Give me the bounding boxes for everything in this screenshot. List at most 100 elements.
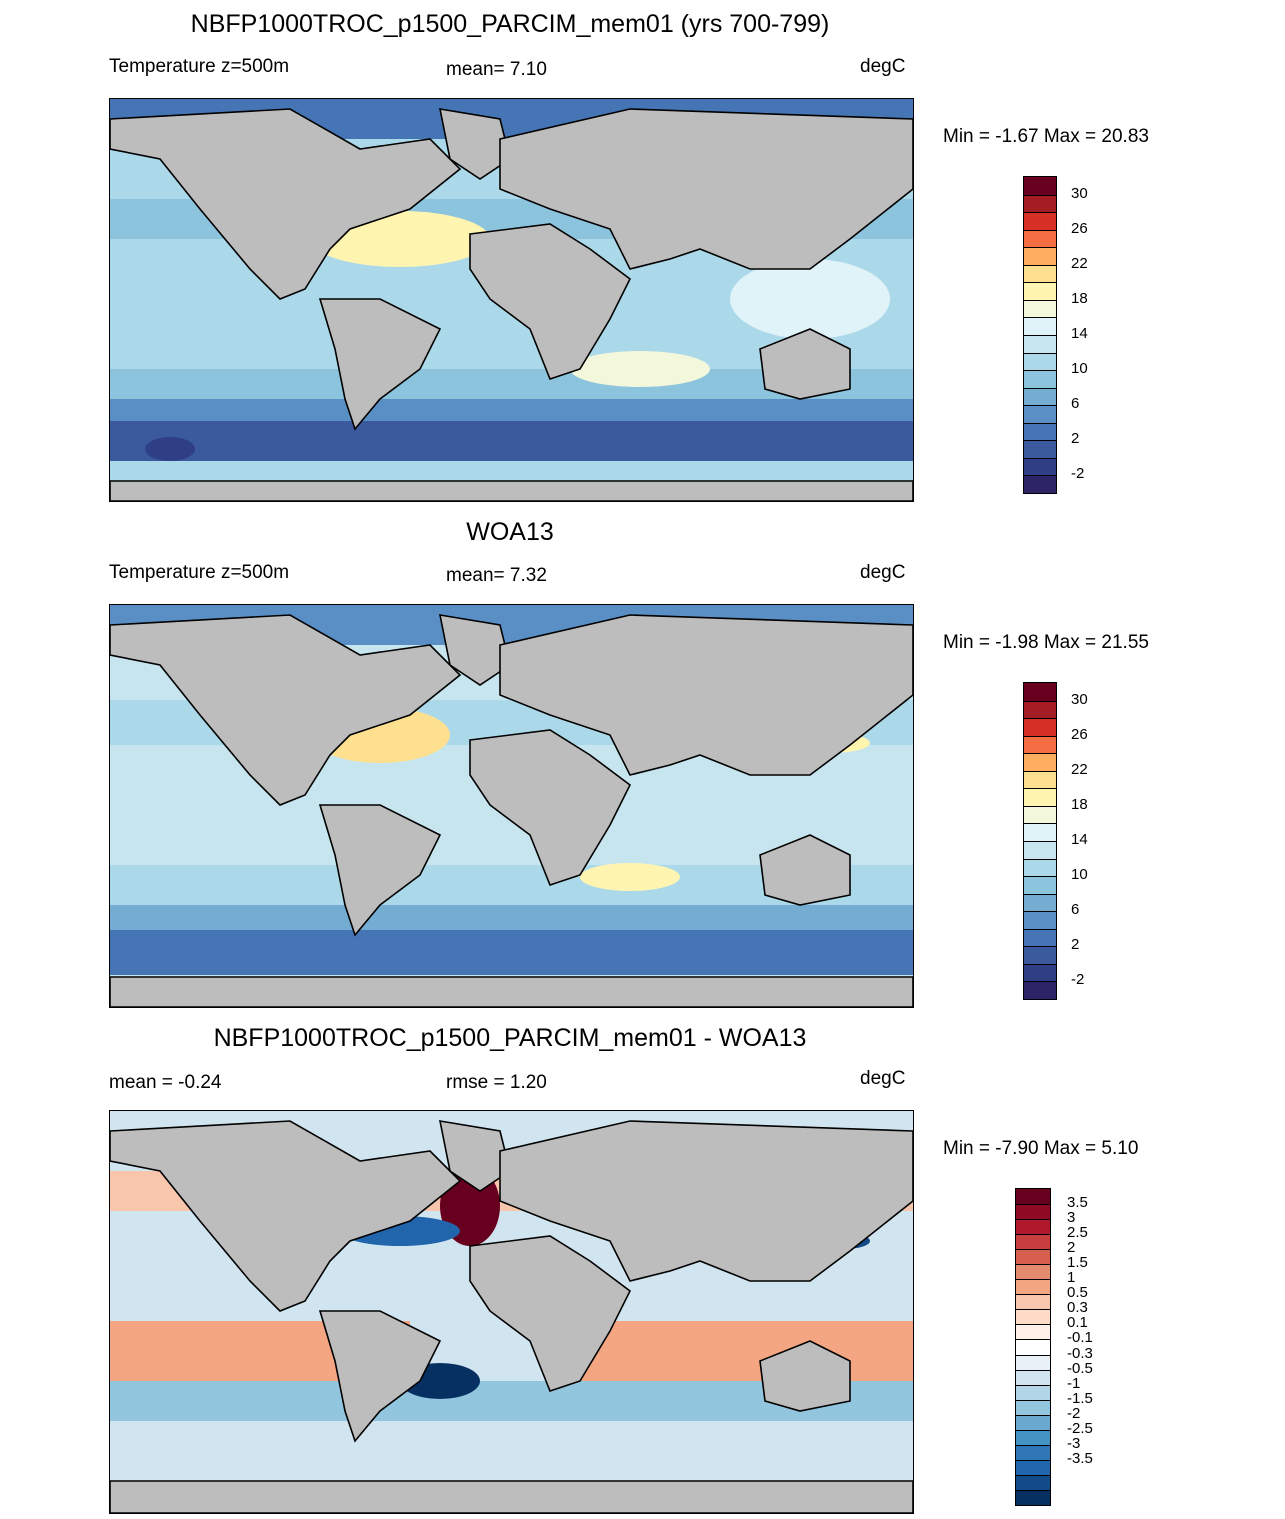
colorbar-segment <box>1016 1264 1050 1280</box>
australia <box>759 328 851 400</box>
colorbar-label: 6 <box>1071 395 1080 413</box>
antarctica <box>110 480 913 501</box>
colorbar-segment <box>1024 718 1056 736</box>
colorbar-segment <box>1024 264 1056 283</box>
colorbar-segment <box>1024 299 1056 318</box>
colorbar-label: 2 <box>1071 936 1080 954</box>
colorbar-label: 30 <box>1071 690 1088 708</box>
colorbar-label: -0.1 <box>1067 1329 1093 1347</box>
southern-band-3 <box>110 421 913 461</box>
panel1-minmax-label: Min = -1.67 Max = 20.83 <box>943 126 1149 147</box>
colorbar-label: 18 <box>1071 289 1088 307</box>
colorbar-label: 10 <box>1071 360 1088 378</box>
panel3-colorbar <box>1015 1188 1051 1506</box>
panel1-map-svg <box>110 99 913 501</box>
colorbar-label: 18 <box>1071 795 1088 813</box>
colorbar-segment <box>1024 788 1056 806</box>
colorbar-segment <box>1024 370 1056 388</box>
panel3-map-svg <box>110 1111 913 1513</box>
panel2-map <box>109 604 914 1008</box>
panel2-title: WOA13 <box>466 518 554 546</box>
colorbar-segment <box>1016 1234 1050 1250</box>
greenland <box>438 614 511 686</box>
land-masses <box>110 108 913 501</box>
colorbar-label: -2 <box>1071 465 1085 483</box>
colorbar-segment <box>1016 1189 1050 1205</box>
africa <box>469 1235 632 1392</box>
colorbar-label: 3.5 <box>1067 1194 1088 1212</box>
colorbar-segment <box>1024 928 1056 947</box>
panel1-colorbar <box>1023 176 1057 494</box>
panel2-colorbar <box>1023 682 1057 1000</box>
colorbar-segment <box>1024 317 1056 335</box>
greenland <box>438 1120 511 1192</box>
colorbar-segment <box>1016 1309 1050 1325</box>
colorbar-segment <box>1016 1489 1050 1505</box>
panel3-map <box>109 1110 914 1514</box>
colorbar-segment <box>1016 1339 1050 1355</box>
colorbar-label: -1.5 <box>1067 1389 1093 1407</box>
colorbar-label: 30 <box>1071 184 1088 202</box>
colorbar-segment <box>1024 405 1056 423</box>
australia <box>759 834 851 906</box>
panel2-variable-label: Temperature z=500m <box>109 562 290 583</box>
panel3-minmax-label: Min = -7.90 Max = 5.10 <box>943 1138 1139 1159</box>
south-america <box>318 804 442 937</box>
west-pacific-pool <box>730 259 890 339</box>
panel3-title: NBFP1000TROC_p1500_PARCIM_mem01 - WOA13 <box>213 1024 807 1052</box>
southern-ocean-cold-spot <box>145 437 195 461</box>
antarctica <box>110 976 913 1007</box>
colorbar-segment <box>1024 440 1056 458</box>
panel3-mean-label: mean = -0.24 <box>109 1072 222 1093</box>
colorbar-label: 0.5 <box>1067 1284 1088 1302</box>
colorbar-label: 1.5 <box>1067 1254 1088 1272</box>
colorbar-segment <box>1016 1369 1050 1385</box>
colorbar-segment <box>1016 1444 1050 1460</box>
colorbar-segment <box>1016 1459 1050 1475</box>
panel2-mean-label: mean= 7.32 <box>446 565 547 586</box>
colorbar-segment <box>1024 335 1056 353</box>
north-america <box>110 108 462 300</box>
colorbar-segment <box>1024 981 1056 999</box>
colorbar-segment <box>1024 229 1056 248</box>
colorbar-label: -2 <box>1071 971 1085 989</box>
colorbar-segment <box>1024 911 1056 929</box>
colorbar-label: 26 <box>1071 219 1088 237</box>
colorbar-segment <box>1024 422 1056 441</box>
colorbar-label: 22 <box>1071 254 1088 272</box>
south-indian-warm-band <box>560 1321 913 1381</box>
colorbar-segment <box>1024 841 1056 859</box>
colorbar-label: 14 <box>1071 325 1088 342</box>
colorbar-label: -3 <box>1067 1434 1081 1452</box>
panel1-variable-label: Temperature z=500m <box>109 56 290 77</box>
colorbar-segment <box>1024 282 1056 300</box>
colorbar-label: 0.3 <box>1067 1299 1088 1317</box>
colorbar-segment <box>1024 823 1056 841</box>
north-america <box>110 614 462 806</box>
south-indian-warm-pool <box>580 863 680 891</box>
colorbar-label: -1 <box>1067 1374 1081 1392</box>
eurasia <box>499 1120 913 1282</box>
colorbar-segment <box>1024 683 1056 701</box>
colorbar-segment <box>1024 352 1056 371</box>
colorbar-segment <box>1016 1219 1050 1235</box>
colorbar-segment <box>1016 1474 1050 1490</box>
antarctica <box>110 1480 913 1513</box>
south-america <box>318 298 442 431</box>
colorbar-label: 0.1 <box>1067 1314 1088 1332</box>
north-america <box>110 1120 462 1312</box>
colorbar-segment <box>1024 177 1056 195</box>
colorbar-label: -0.5 <box>1067 1359 1093 1377</box>
colorbar-segment <box>1024 194 1056 213</box>
africa <box>469 729 632 886</box>
colorbar-segment <box>1024 387 1056 406</box>
panel1-mean-label: mean= 7.10 <box>446 59 547 80</box>
land-masses <box>110 1120 913 1513</box>
panel1-map <box>109 98 914 502</box>
colorbar-segment <box>1024 805 1056 824</box>
colorbar-segment <box>1016 1294 1050 1310</box>
australia <box>759 1340 851 1412</box>
colorbar-segment <box>1024 876 1056 894</box>
colorbar-segment <box>1016 1429 1050 1445</box>
south-indian-warm-pool <box>570 351 710 387</box>
